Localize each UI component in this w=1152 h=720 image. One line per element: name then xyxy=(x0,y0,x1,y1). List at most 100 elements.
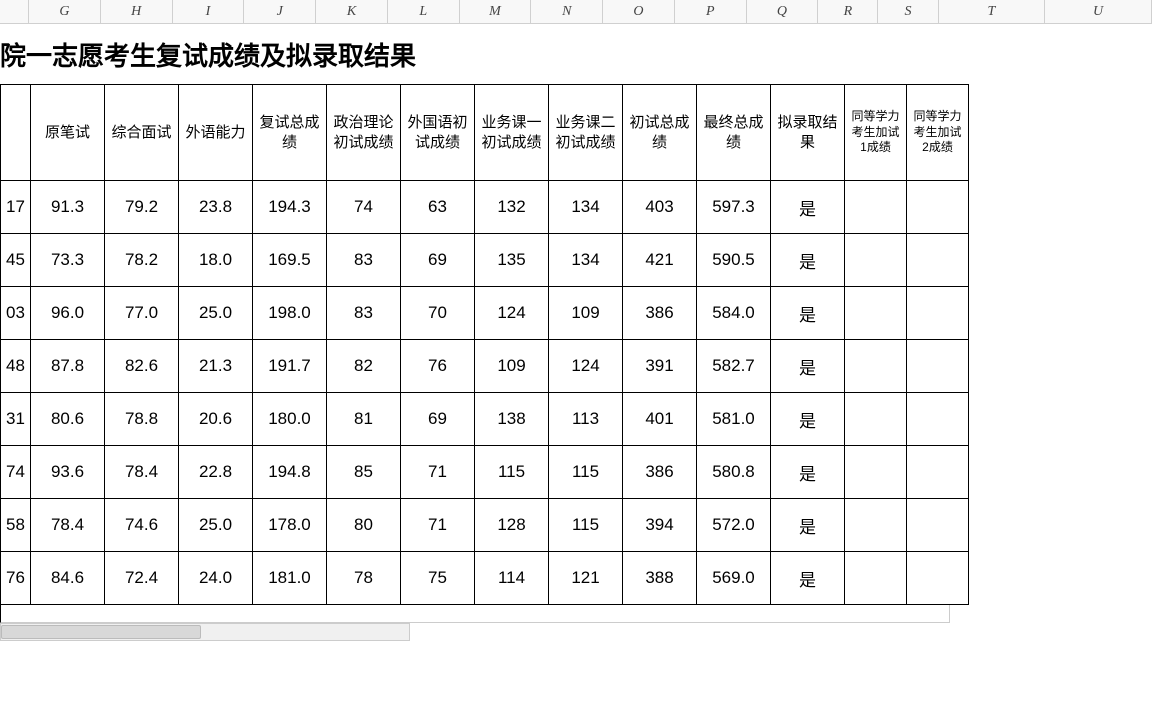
table-cell[interactable]: 180.0 xyxy=(253,393,327,446)
table-cell[interactable]: 81 xyxy=(327,393,401,446)
table-cell[interactable]: 597.3 xyxy=(697,181,771,234)
scrollbar-thumb[interactable] xyxy=(1,625,201,639)
table-cell[interactable]: 70 xyxy=(401,287,475,340)
table-cell[interactable]: 21.3 xyxy=(179,340,253,393)
table-cell[interactable]: 03 xyxy=(1,287,31,340)
table-cell[interactable]: 115 xyxy=(475,446,549,499)
table-cell[interactable] xyxy=(845,552,907,605)
table-cell[interactable]: 135 xyxy=(475,234,549,287)
table-cell[interactable] xyxy=(907,287,969,340)
table-cell[interactable]: 18.0 xyxy=(179,234,253,287)
table-cell[interactable]: 58 xyxy=(1,499,31,552)
table-cell[interactable]: 20.6 xyxy=(179,393,253,446)
table-cell[interactable]: 115 xyxy=(549,499,623,552)
table-cell[interactable]: 84.6 xyxy=(31,552,105,605)
table-cell[interactable]: 78.4 xyxy=(31,499,105,552)
column-header-L[interactable]: L xyxy=(388,0,460,23)
table-cell[interactable]: 401 xyxy=(623,393,697,446)
table-cell[interactable]: 71 xyxy=(401,446,475,499)
table-cell[interactable]: 82.6 xyxy=(105,340,179,393)
table-cell[interactable]: 114 xyxy=(475,552,549,605)
column-header-M[interactable]: M xyxy=(460,0,532,23)
table-cell[interactable]: 79.2 xyxy=(105,181,179,234)
table-cell[interactable]: 76 xyxy=(401,340,475,393)
table-cell[interactable]: 391 xyxy=(623,340,697,393)
table-cell[interactable]: 178.0 xyxy=(253,499,327,552)
table-cell[interactable]: 69 xyxy=(401,393,475,446)
table-cell[interactable]: 25.0 xyxy=(179,287,253,340)
table-cell[interactable] xyxy=(845,393,907,446)
table-cell[interactable]: 403 xyxy=(623,181,697,234)
table-cell[interactable]: 78.8 xyxy=(105,393,179,446)
column-header-N[interactable]: N xyxy=(531,0,603,23)
table-cell[interactable]: 580.8 xyxy=(697,446,771,499)
table-cell[interactable]: 93.6 xyxy=(31,446,105,499)
table-cell[interactable]: 134 xyxy=(549,181,623,234)
table-cell[interactable]: 109 xyxy=(549,287,623,340)
table-cell[interactable]: 113 xyxy=(549,393,623,446)
table-cell[interactable]: 85 xyxy=(327,446,401,499)
table-cell[interactable]: 109 xyxy=(475,340,549,393)
column-header-stub[interactable] xyxy=(0,0,29,23)
table-cell[interactable]: 581.0 xyxy=(697,393,771,446)
table-cell[interactable]: 569.0 xyxy=(697,552,771,605)
table-cell[interactable]: 582.7 xyxy=(697,340,771,393)
table-cell[interactable]: 388 xyxy=(623,552,697,605)
table-cell[interactable]: 78.2 xyxy=(105,234,179,287)
table-cell[interactable] xyxy=(845,340,907,393)
table-cell[interactable]: 74 xyxy=(1,446,31,499)
table-cell[interactable] xyxy=(845,234,907,287)
table-cell[interactable]: 75 xyxy=(401,552,475,605)
table-cell[interactable]: 是 xyxy=(771,340,845,393)
table-cell[interactable]: 24.0 xyxy=(179,552,253,605)
table-cell[interactable]: 584.0 xyxy=(697,287,771,340)
table-cell[interactable]: 72.4 xyxy=(105,552,179,605)
column-header-S[interactable]: S xyxy=(878,0,938,23)
table-cell[interactable]: 77.0 xyxy=(105,287,179,340)
column-header-T[interactable]: T xyxy=(939,0,1046,23)
table-cell[interactable]: 91.3 xyxy=(31,181,105,234)
column-header-H[interactable]: H xyxy=(101,0,173,23)
table-cell[interactable]: 78 xyxy=(327,552,401,605)
table-cell[interactable]: 是 xyxy=(771,446,845,499)
table-cell[interactable]: 25.0 xyxy=(179,499,253,552)
table-cell[interactable]: 74 xyxy=(327,181,401,234)
table-cell[interactable]: 394 xyxy=(623,499,697,552)
column-header-P[interactable]: P xyxy=(675,0,747,23)
table-cell[interactable]: 80 xyxy=(327,499,401,552)
table-cell[interactable]: 128 xyxy=(475,499,549,552)
table-cell[interactable]: 是 xyxy=(771,552,845,605)
column-header-I[interactable]: I xyxy=(173,0,245,23)
table-cell[interactable]: 138 xyxy=(475,393,549,446)
table-cell[interactable] xyxy=(845,181,907,234)
table-cell[interactable]: 386 xyxy=(623,287,697,340)
table-cell[interactable]: 23.8 xyxy=(179,181,253,234)
table-cell[interactable]: 71 xyxy=(401,499,475,552)
table-cell[interactable] xyxy=(907,446,969,499)
table-cell[interactable]: 73.3 xyxy=(31,234,105,287)
table-cell[interactable]: 181.0 xyxy=(253,552,327,605)
table-cell[interactable]: 是 xyxy=(771,234,845,287)
table-cell[interactable]: 83 xyxy=(327,234,401,287)
table-cell[interactable]: 198.0 xyxy=(253,287,327,340)
column-header-R[interactable]: R xyxy=(818,0,878,23)
table-cell[interactable]: 76 xyxy=(1,552,31,605)
table-cell[interactable]: 590.5 xyxy=(697,234,771,287)
table-cell[interactable]: 115 xyxy=(549,446,623,499)
table-cell[interactable]: 是 xyxy=(771,181,845,234)
table-cell[interactable]: 22.8 xyxy=(179,446,253,499)
table-cell[interactable]: 是 xyxy=(771,393,845,446)
table-cell[interactable]: 74.6 xyxy=(105,499,179,552)
table-cell[interactable]: 45 xyxy=(1,234,31,287)
table-cell[interactable]: 421 xyxy=(623,234,697,287)
column-header-O[interactable]: O xyxy=(603,0,675,23)
table-cell[interactable] xyxy=(845,287,907,340)
table-cell[interactable]: 63 xyxy=(401,181,475,234)
table-cell[interactable]: 是 xyxy=(771,499,845,552)
table-cell[interactable]: 124 xyxy=(475,287,549,340)
column-header-J[interactable]: J xyxy=(244,0,316,23)
table-cell[interactable]: 386 xyxy=(623,446,697,499)
table-cell[interactable]: 191.7 xyxy=(253,340,327,393)
column-header-G[interactable]: G xyxy=(29,0,101,23)
table-cell[interactable]: 是 xyxy=(771,287,845,340)
